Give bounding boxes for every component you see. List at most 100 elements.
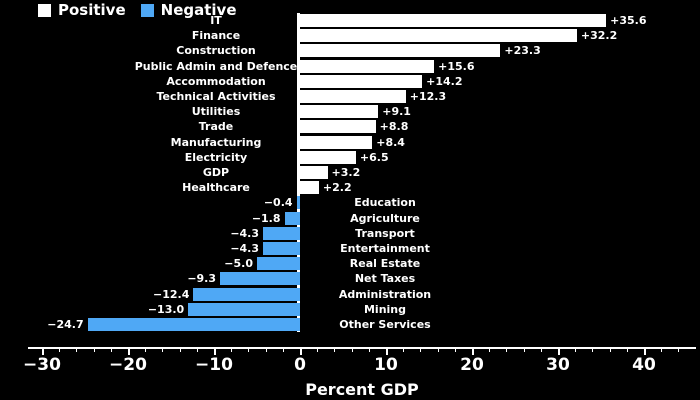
x-minor-tick	[334, 349, 336, 352]
x-major-tick	[472, 349, 474, 355]
x-minor-tick	[196, 349, 198, 352]
x-tick-label-30: 30	[546, 355, 570, 375]
x-minor-tick	[609, 349, 611, 352]
category-label-agriculture: Agriculture	[350, 211, 420, 225]
x-minor-tick	[626, 349, 628, 352]
value-label-accommodation: +14.2	[426, 74, 463, 88]
value-label-entertainment: −4.3	[230, 241, 260, 255]
x-tick-label-40: 40	[632, 355, 656, 375]
x-tick-label-10: 10	[374, 355, 398, 375]
x-minor-tick	[59, 349, 61, 352]
value-label-administration: −12.4	[153, 287, 190, 301]
x-major-tick	[42, 349, 44, 355]
value-label-gdp: +3.2	[331, 165, 361, 179]
positive-swatch-icon	[38, 4, 51, 17]
x-minor-tick	[575, 349, 577, 352]
x-minor-tick	[403, 349, 405, 352]
category-label-technical-activities: Technical Activities	[156, 89, 276, 103]
x-minor-tick	[454, 349, 456, 352]
category-label-healthcare: Healthcare	[182, 181, 250, 195]
legend-positive-label: Positive	[58, 1, 126, 19]
x-minor-tick	[506, 349, 508, 352]
x-minor-tick	[93, 349, 95, 352]
category-label-transport: Transport	[355, 226, 415, 240]
x-minor-tick	[437, 349, 439, 352]
category-label-real-estate: Real Estate	[349, 257, 421, 271]
x-minor-tick	[76, 349, 78, 352]
value-label-utilities: +9.1	[382, 105, 411, 119]
bar-net-taxes	[220, 272, 300, 286]
bar-construction	[300, 44, 501, 58]
x-axis-title: Percent GDP	[305, 380, 419, 399]
bar-public-admin-and-defence	[300, 59, 435, 73]
x-minor-tick	[282, 349, 284, 352]
bar-trade	[300, 120, 376, 134]
bar-utilities	[300, 105, 379, 119]
value-label-real-estate: −5.0	[224, 257, 253, 271]
category-label-education: Education	[354, 196, 416, 210]
x-tick-label--20: −20	[109, 355, 147, 375]
bar-real-estate	[257, 257, 300, 271]
value-label-mining: −13.0	[147, 302, 185, 316]
legend-item-positive: Positive	[38, 2, 126, 19]
x-minor-tick	[162, 349, 164, 352]
bar-education	[296, 196, 300, 210]
x-major-tick	[300, 349, 302, 355]
category-label-administration: Administration	[338, 287, 432, 301]
x-minor-tick	[420, 349, 422, 352]
bar-technical-activities	[300, 89, 406, 103]
bar-agriculture	[284, 211, 300, 225]
category-label-accommodation: Accommodation	[166, 74, 266, 88]
bar-accommodation	[300, 74, 423, 88]
value-label-manufacturing: +8.4	[376, 135, 405, 149]
value-label-agriculture: −1.8	[251, 211, 281, 225]
x-minor-tick	[523, 349, 525, 352]
category-label-net-taxes: Net Taxes	[354, 272, 416, 286]
category-label-utilities: Utilities	[191, 105, 241, 119]
x-minor-tick	[317, 349, 319, 352]
bar-gdp	[300, 165, 328, 179]
category-label-electricity: Electricity	[184, 150, 248, 164]
x-minor-tick	[368, 349, 370, 352]
value-label-construction: +23.3	[504, 44, 541, 58]
category-label-manufacturing: Manufacturing	[170, 135, 262, 149]
x-minor-tick	[489, 349, 491, 352]
bar-administration	[193, 287, 300, 301]
category-label-gdp: GDP	[202, 165, 230, 179]
x-major-tick	[128, 349, 130, 355]
x-major-tick	[644, 349, 646, 355]
x-major-tick	[558, 349, 560, 355]
bar-mining	[188, 302, 300, 316]
x-minor-tick	[678, 349, 680, 352]
category-label-mining: Mining	[363, 302, 407, 316]
category-label-other-services: Other Services	[339, 317, 431, 331]
negative-swatch-icon	[140, 4, 154, 17]
category-label-trade: Trade	[198, 120, 234, 134]
x-major-tick	[214, 349, 216, 355]
category-label-public-admin-and-defence: Public Admin and Defence	[134, 59, 298, 73]
x-minor-tick	[592, 349, 594, 352]
legend-negative-label: Negative	[160, 1, 237, 19]
bar-entertainment	[263, 241, 300, 255]
category-label-it: IT	[210, 13, 222, 27]
category-label-entertainment: Entertainment	[340, 241, 430, 255]
value-label-net-taxes: −9.3	[187, 272, 217, 286]
x-tick-label-0: 0	[294, 355, 306, 375]
x-minor-tick	[145, 349, 147, 352]
value-label-it: +35.6	[610, 13, 647, 27]
bar-healthcare	[300, 181, 319, 195]
x-tick-label-20: 20	[460, 355, 484, 375]
value-label-healthcare: +2.2	[322, 181, 352, 195]
x-minor-tick	[179, 349, 181, 352]
category-label-finance: Finance	[191, 29, 241, 43]
value-label-transport: −4.3	[230, 226, 260, 240]
x-major-tick	[386, 349, 388, 355]
x-minor-tick	[661, 349, 663, 352]
x-minor-tick	[231, 349, 233, 352]
value-label-technical-activities: +12.3	[409, 89, 447, 103]
bar-it	[300, 13, 607, 27]
bar-transport	[263, 226, 300, 240]
legend-item-negative: Negative	[140, 1, 237, 19]
x-tick-label--30: −30	[23, 355, 61, 375]
